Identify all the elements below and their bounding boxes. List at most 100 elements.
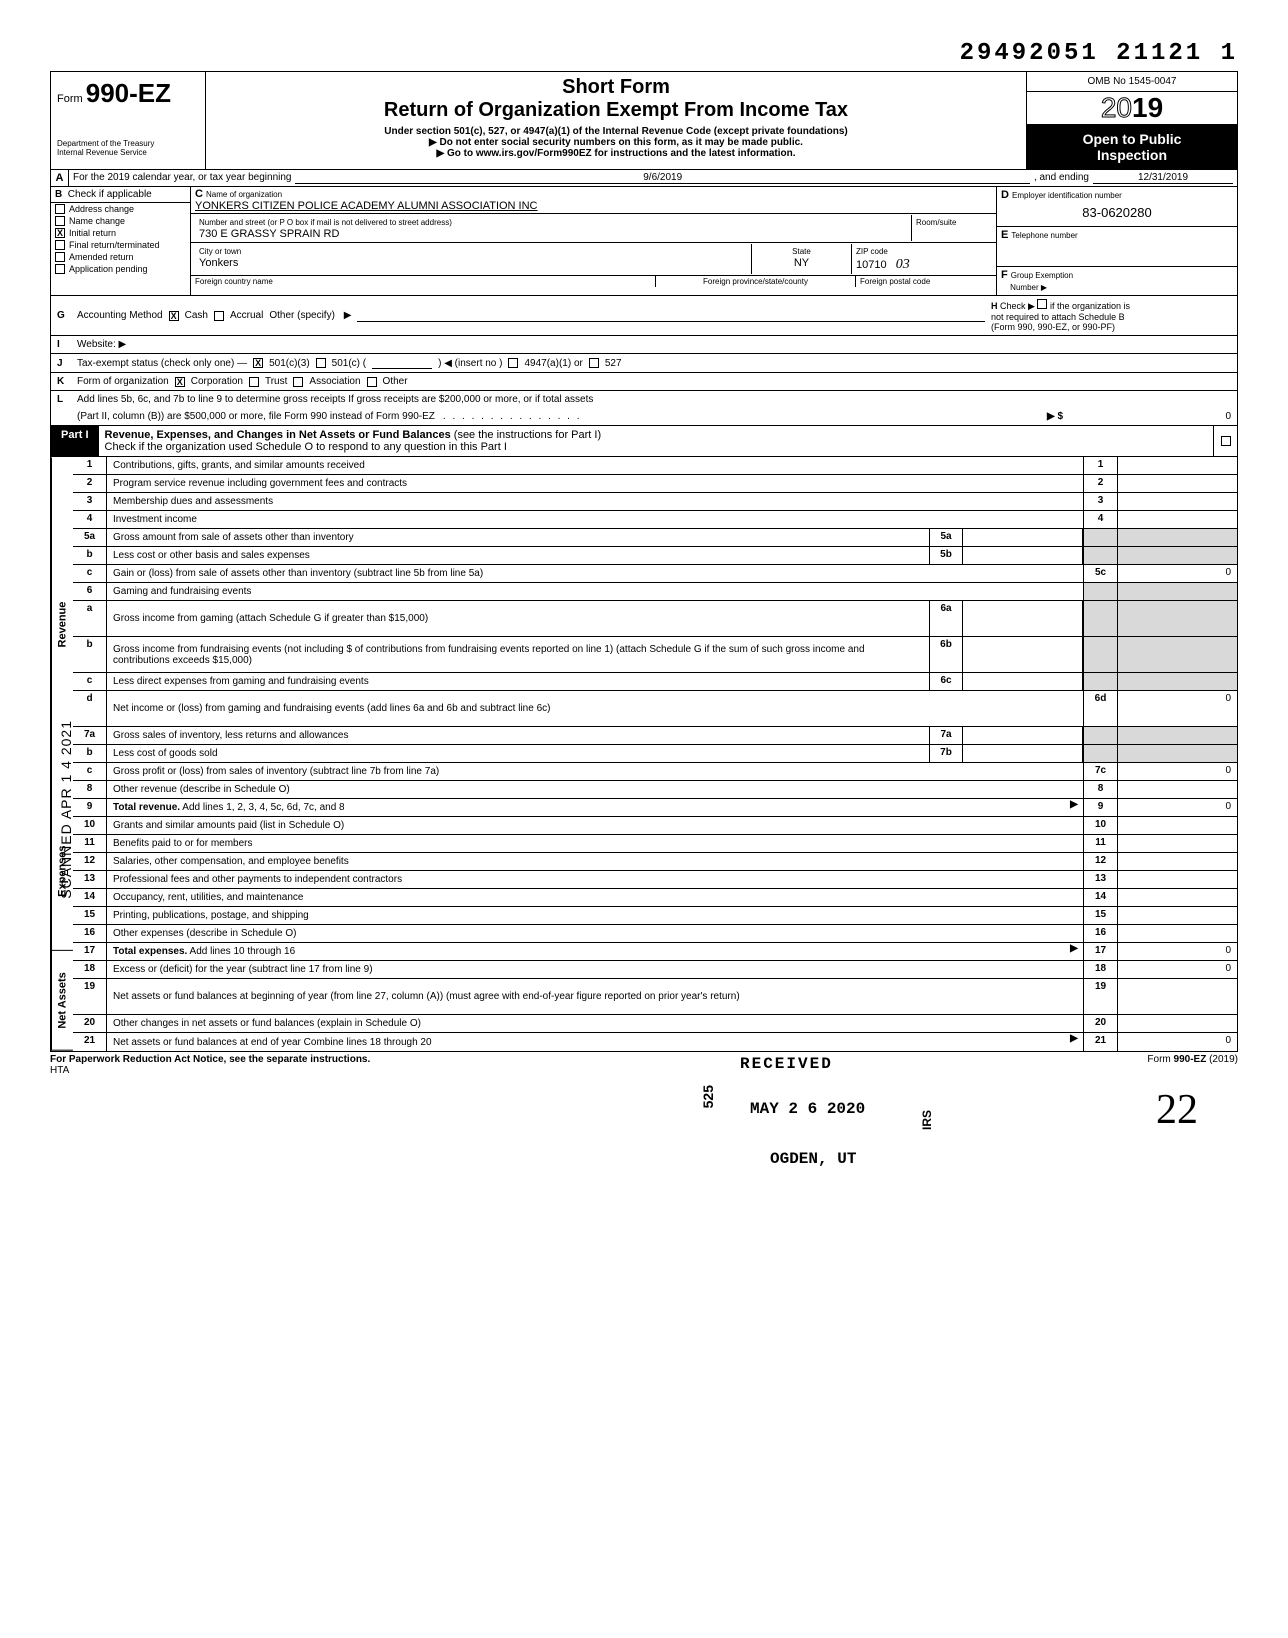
row-number: 18 <box>73 961 107 978</box>
letter-l: L <box>57 394 71 405</box>
row-description: Total expenses. Add lines 10 through 16 <box>107 943 1065 960</box>
short-form-label: Short Form <box>214 76 1018 99</box>
inspection: Inspection <box>1031 147 1233 163</box>
cash-label: Cash <box>185 310 208 321</box>
result-value <box>1117 781 1237 798</box>
result-line-number: 20 <box>1083 1015 1117 1032</box>
org-name-label: Name of organization <box>206 190 282 199</box>
row-description: Gross sales of inventory, less returns a… <box>107 727 929 744</box>
row-description: Salaries, other compensation, and employ… <box>107 853 1083 870</box>
result-line-number: 15 <box>1083 907 1117 924</box>
sched-o-checkbox[interactable] <box>1221 436 1231 446</box>
other-org-checkbox[interactable] <box>367 377 377 387</box>
letter-k: K <box>57 376 71 387</box>
letter-i: I <box>57 339 71 350</box>
org-name-value: YONKERS CITIZEN POLICE ACADEMY ALUMNI AS… <box>195 200 538 212</box>
form-number: 990-EZ <box>86 78 171 108</box>
instructions-url: ▶ Go to www.irs.gov/Form990EZ for instru… <box>214 148 1018 159</box>
zip-handwritten: 03 <box>896 257 910 272</box>
result-line-number: 21 <box>1083 1033 1117 1051</box>
row-number: 8 <box>73 781 107 798</box>
mini-line-number: 6b <box>929 637 963 672</box>
corporation-checkbox[interactable]: X <box>175 377 185 387</box>
row-number: 1 <box>73 457 107 474</box>
row-number: 14 <box>73 889 107 906</box>
result-line-number: 12 <box>1083 853 1117 870</box>
form-header: Form 990-EZ Department of the Treasury I… <box>50 71 1238 170</box>
4947-checkbox[interactable] <box>508 358 518 368</box>
row-number: 12 <box>73 853 107 870</box>
result-line-number: 6d <box>1083 691 1117 726</box>
ein-value: 83-0620280 <box>1001 201 1233 224</box>
col-b-checkbox-4[interactable] <box>55 252 65 262</box>
row-number: 10 <box>73 817 107 834</box>
cash-checkbox[interactable]: X <box>169 311 179 321</box>
association-checkbox[interactable] <box>293 377 303 387</box>
row-description: Excess or (deficit) for the year (subtra… <box>107 961 1083 978</box>
row-description: Investment income <box>107 511 1083 528</box>
return-title: Return of Organization Exempt From Incom… <box>214 99 1018 122</box>
result-line-number: 14 <box>1083 889 1117 906</box>
row-number: b <box>73 745 107 762</box>
row-number: 19 <box>73 979 107 1014</box>
mini-line-value <box>963 529 1083 546</box>
result-line-number: 1 <box>1083 457 1117 474</box>
result-value <box>1117 745 1237 762</box>
result-value <box>1117 835 1237 852</box>
row-number: 13 <box>73 871 107 888</box>
association-label: Association <box>309 376 360 387</box>
mini-line-number: 5b <box>929 547 963 564</box>
insert-no-label: ) ◀ (insert no ) <box>438 358 502 369</box>
signature: 22 <box>50 1086 1238 1134</box>
result-value <box>1117 475 1237 492</box>
col-b-checkbox-5[interactable] <box>55 264 65 274</box>
result-value: 0 <box>1117 763 1237 780</box>
result-value: 0 <box>1117 565 1237 582</box>
col-b-item-2: Initial return <box>69 228 116 238</box>
letter-g: G <box>57 310 71 321</box>
col-b-checkbox-0[interactable] <box>55 204 65 214</box>
foreign-postal-label: Foreign postal code <box>860 277 930 286</box>
ssn-warning: ▶ Do not enter social security numbers o… <box>214 137 1018 148</box>
row-description: Occupancy, rent, utilities, and maintena… <box>107 889 1083 906</box>
row-description: Printing, publications, postage, and shi… <box>107 907 1083 924</box>
row-description: Gaming and fundraising events <box>107 583 1083 600</box>
mini-line-number: 6a <box>929 601 963 636</box>
net-assets-section-label: Net Assets <box>51 951 73 1051</box>
col-b-checkbox-2[interactable]: X <box>55 228 65 238</box>
row-number: 7a <box>73 727 107 744</box>
accounting-method-label: Accounting Method <box>77 310 163 321</box>
result-line-number <box>1083 637 1117 672</box>
result-value <box>1117 889 1237 906</box>
501c3-checkbox[interactable]: X <box>253 358 263 368</box>
line-l-value: 0 <box>1071 411 1231 422</box>
dept-treasury: Department of the Treasury <box>57 139 199 148</box>
city-label: City or town <box>199 247 241 256</box>
501c-checkbox[interactable] <box>316 358 326 368</box>
omb-number: OMB No 1545-0047 <box>1027 72 1237 92</box>
527-checkbox[interactable] <box>589 358 599 368</box>
under-section-text: Under section 501(c), 527, or 4947(a)(1)… <box>214 126 1018 137</box>
row-number: c <box>73 763 107 780</box>
trust-checkbox[interactable] <box>249 377 259 387</box>
row-description: Grants and similar amounts paid (list in… <box>107 817 1083 834</box>
row-description: Less cost of goods sold <box>107 745 929 762</box>
result-line-number: 2 <box>1083 475 1117 492</box>
result-line-number: 19 <box>1083 979 1117 1014</box>
row-number: 3 <box>73 493 107 510</box>
accrual-checkbox[interactable] <box>214 311 224 321</box>
h-text1: if the organization is <box>1050 301 1130 311</box>
foreign-country-label: Foreign country name <box>195 277 273 286</box>
arrow-icon: ▶ <box>1065 1033 1083 1051</box>
result-value <box>1117 907 1237 924</box>
letter-c: C <box>195 188 203 200</box>
sched-b-checkbox[interactable] <box>1037 299 1047 309</box>
row-number: 15 <box>73 907 107 924</box>
tax-year-mid: , and ending <box>1034 172 1089 183</box>
result-line-number: 9 <box>1083 799 1117 816</box>
result-value: 0 <box>1117 1033 1237 1051</box>
result-line-number: 8 <box>1083 781 1117 798</box>
col-b-checkbox-1[interactable] <box>55 216 65 226</box>
col-b-checkbox-3[interactable] <box>55 240 65 250</box>
mini-line-number: 7a <box>929 727 963 744</box>
